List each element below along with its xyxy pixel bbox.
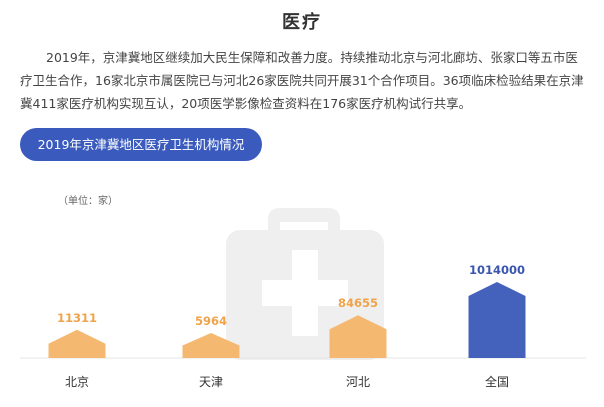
page-title: 医疗 bbox=[282, 12, 322, 33]
bar-tianjin bbox=[182, 333, 240, 358]
value-label-tianjin: 5964 bbox=[195, 314, 227, 328]
value-label-hebei: 84655 bbox=[338, 296, 378, 310]
bar-hebei bbox=[329, 315, 387, 358]
value-label-national: 1014000 bbox=[469, 263, 525, 277]
bar-chart: 11311 北京 5964 天津 84655 河北 1014000 全国 bbox=[20, 208, 586, 389]
intro-paragraph: 2019年，京津冀地区继续加大民生保障和改善力度。持续推动北京与河北廊坊、张家口… bbox=[20, 50, 584, 111]
chart-heading-pill: 2019年京津冀地区医疗卫生机构情况 bbox=[20, 128, 262, 161]
unit-label: （单位：家） bbox=[58, 196, 118, 207]
bar-national bbox=[468, 281, 526, 358]
category-label-hebei: 河北 bbox=[346, 375, 370, 389]
category-label-beijing: 北京 bbox=[65, 375, 89, 389]
category-label-tianjin: 天津 bbox=[199, 375, 223, 389]
category-label-national: 全国 bbox=[485, 374, 509, 389]
bar-beijing bbox=[48, 329, 106, 358]
value-label-beijing: 11311 bbox=[57, 311, 97, 325]
